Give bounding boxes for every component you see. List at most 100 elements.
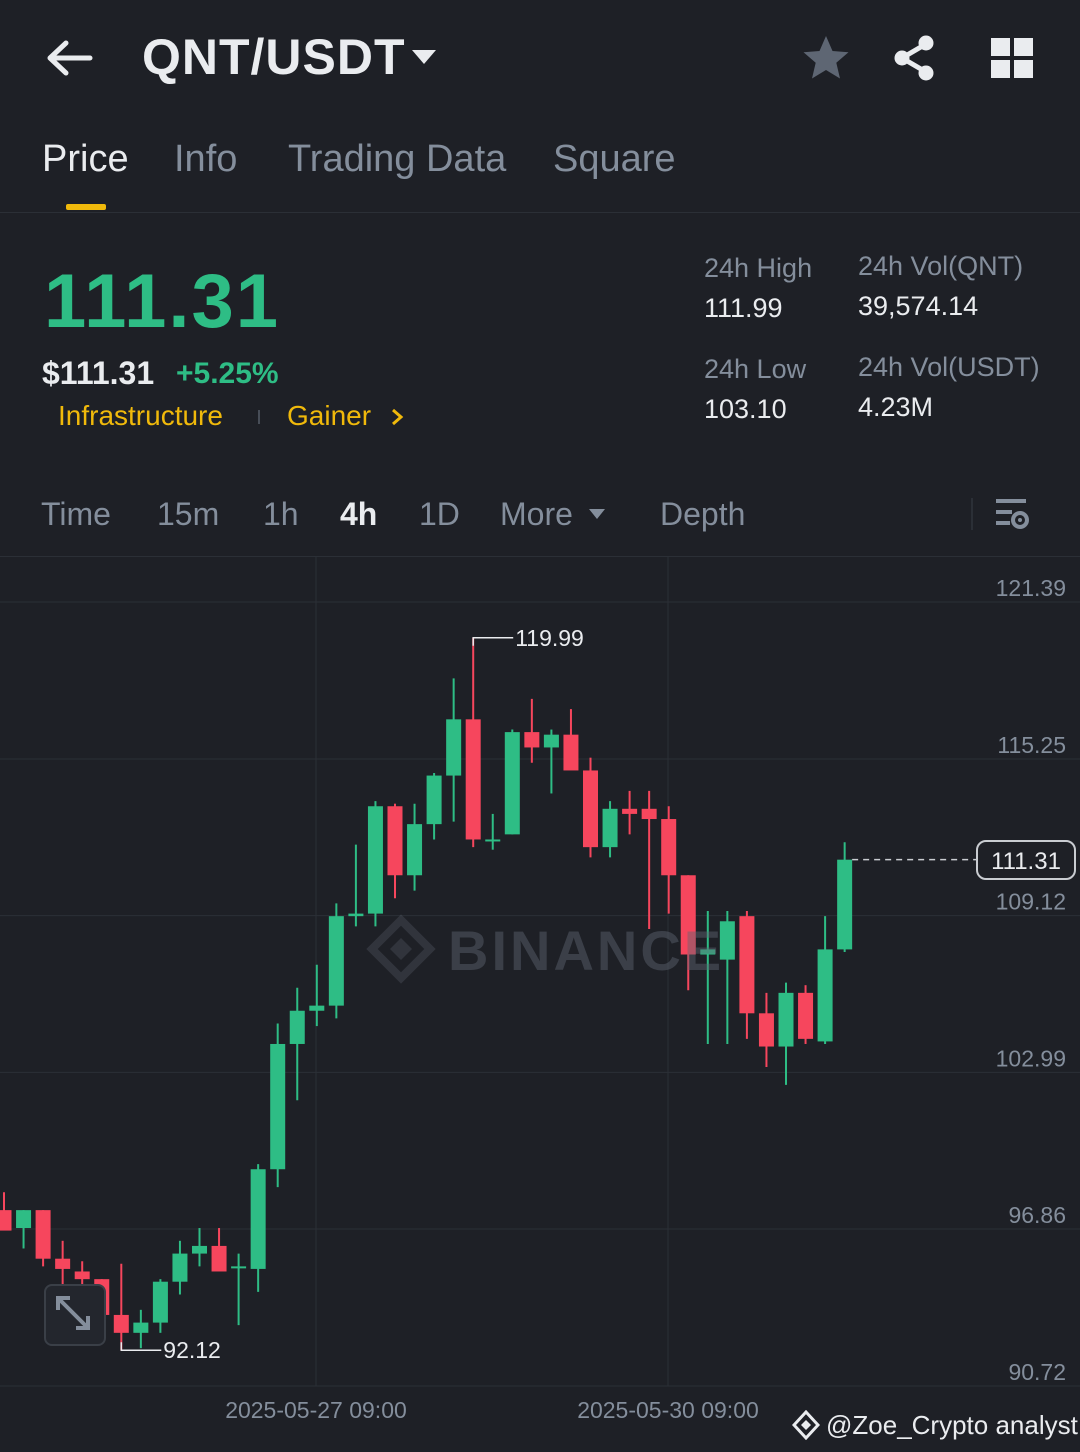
grid-icon[interactable] (990, 37, 1034, 79)
candle-up (504, 732, 520, 835)
candle-down (211, 1245, 227, 1272)
tab-divider (0, 212, 1080, 213)
y-tick-label: 90.72 (1008, 1359, 1066, 1385)
candle-down (524, 732, 540, 748)
candle-up (348, 913, 364, 917)
binance-logo-icon (366, 914, 436, 984)
candle-down (661, 819, 677, 876)
binance-square-icon (792, 1410, 820, 1440)
candle-up (602, 808, 618, 848)
interval-4h[interactable]: 4h (340, 496, 378, 532)
y-tick-label: 102.99 (996, 1045, 1066, 1071)
candle-down (74, 1271, 90, 1280)
chart-top-divider (0, 556, 1080, 557)
usd-price: $111.31 (42, 355, 155, 391)
stat-low-label: 24h Low (704, 354, 807, 384)
watermark-text: BINANCE (448, 919, 725, 982)
candle-up (192, 1245, 207, 1254)
candle-up (407, 824, 423, 876)
candle-down (739, 916, 755, 1014)
candle-up (289, 1010, 305, 1044)
y-tick-label: 109.12 (996, 889, 1066, 915)
y-tick-label: 121.39 (996, 575, 1066, 601)
tag-gainer[interactable]: Gainer (287, 400, 372, 431)
share-icon[interactable] (890, 33, 938, 83)
star-icon[interactable] (800, 33, 852, 83)
interval-separator (971, 498, 973, 530)
candle-up (328, 916, 344, 1006)
candle-up (778, 992, 794, 1047)
candle-up (426, 775, 442, 825)
candle-up (152, 1281, 168, 1323)
tag-infrastructure[interactable]: Infrastructure (58, 400, 223, 431)
tab-price[interactable]: Price (42, 138, 129, 180)
candle-up (270, 1043, 286, 1170)
change-percent: +5.25% (176, 357, 279, 390)
interval-depth[interactable]: Depth (660, 496, 746, 532)
candle-up (817, 949, 833, 1042)
back-arrow-icon[interactable] (44, 34, 96, 82)
low-marker-line (120, 1342, 162, 1351)
stat-low-value: 103.10 (704, 394, 787, 424)
interval-1h[interactable]: 1h (263, 496, 299, 532)
candle-down (622, 808, 638, 814)
active-tab-indicator (66, 204, 106, 210)
candle-down (680, 875, 696, 955)
candle-up (133, 1322, 149, 1333)
candle-up (485, 839, 501, 842)
fullscreen-button[interactable] (44, 1284, 106, 1346)
interval-15m[interactable]: 15m (157, 496, 220, 532)
tab-trading-data[interactable]: Trading Data (288, 138, 507, 180)
candle-down (758, 1013, 774, 1047)
tab-info[interactable]: Info (174, 138, 238, 180)
candle-up (172, 1253, 188, 1282)
tab-square[interactable]: Square (553, 138, 676, 180)
stat-high-value: 111.99 (704, 293, 783, 323)
high-annotation: 119.99 (515, 625, 584, 651)
candle-up (719, 921, 735, 960)
tag-separator (258, 410, 260, 424)
stat-vol-usdt-value: 4.23M (858, 392, 934, 422)
interval-1d[interactable]: 1D (419, 496, 460, 532)
interval-more[interactable]: More (500, 496, 573, 532)
candle-down (465, 719, 481, 840)
candle-down (35, 1210, 51, 1259)
stat-high-label: 24h High (704, 253, 813, 283)
last-price: 111.31 (44, 259, 281, 344)
footer-handle: @Zoe_Crypto analyst (826, 1410, 1078, 1440)
candle-up (837, 859, 853, 950)
candle-up (543, 734, 559, 748)
candle-down (387, 806, 403, 876)
candle-down (55, 1258, 71, 1269)
candle-down (113, 1314, 129, 1333)
low-annotation: 92.12 (163, 1337, 221, 1363)
candle-up (250, 1169, 266, 1269)
candle-down (563, 734, 579, 771)
candle-up (446, 719, 462, 776)
stat-vol-qnt-label: 24h Vol(QNT) (858, 251, 1024, 281)
expand-icon (56, 1296, 90, 1330)
y-tick-label: 96.86 (1008, 1202, 1066, 1228)
x-tick-label: 2025-05-27 09:00 (225, 1397, 407, 1423)
candle-up (231, 1266, 247, 1269)
high-marker-line (472, 637, 514, 646)
candlestick-chart[interactable]: 121.39 115.25 109.12 102.99 96.86 90.72 2025-0… (0, 556, 1080, 1452)
candle-down (641, 808, 657, 820)
candle-up (309, 1005, 325, 1011)
caret-down-icon[interactable] (588, 508, 606, 520)
candle-down (583, 770, 598, 848)
candle-up (367, 806, 383, 914)
stat-vol-usdt-label: 24h Vol(USDT) (858, 352, 1040, 382)
x-tick-label: 2025-05-30 09:00 (577, 1397, 759, 1423)
caret-down-icon[interactable] (410, 48, 438, 66)
pair-title[interactable]: QNT/USDT (142, 29, 406, 85)
stat-vol-qnt-value: 39,574.14 (858, 291, 979, 321)
chevron-right-icon[interactable] (390, 408, 404, 426)
candle-down (798, 992, 814, 1039)
candle-up (700, 949, 716, 955)
candle-up (16, 1210, 32, 1229)
candle-down (0, 1210, 12, 1231)
interval-time[interactable]: Time (41, 496, 111, 532)
y-tick-label: 115.25 (997, 732, 1066, 758)
chart-settings-icon[interactable] (994, 496, 1032, 532)
